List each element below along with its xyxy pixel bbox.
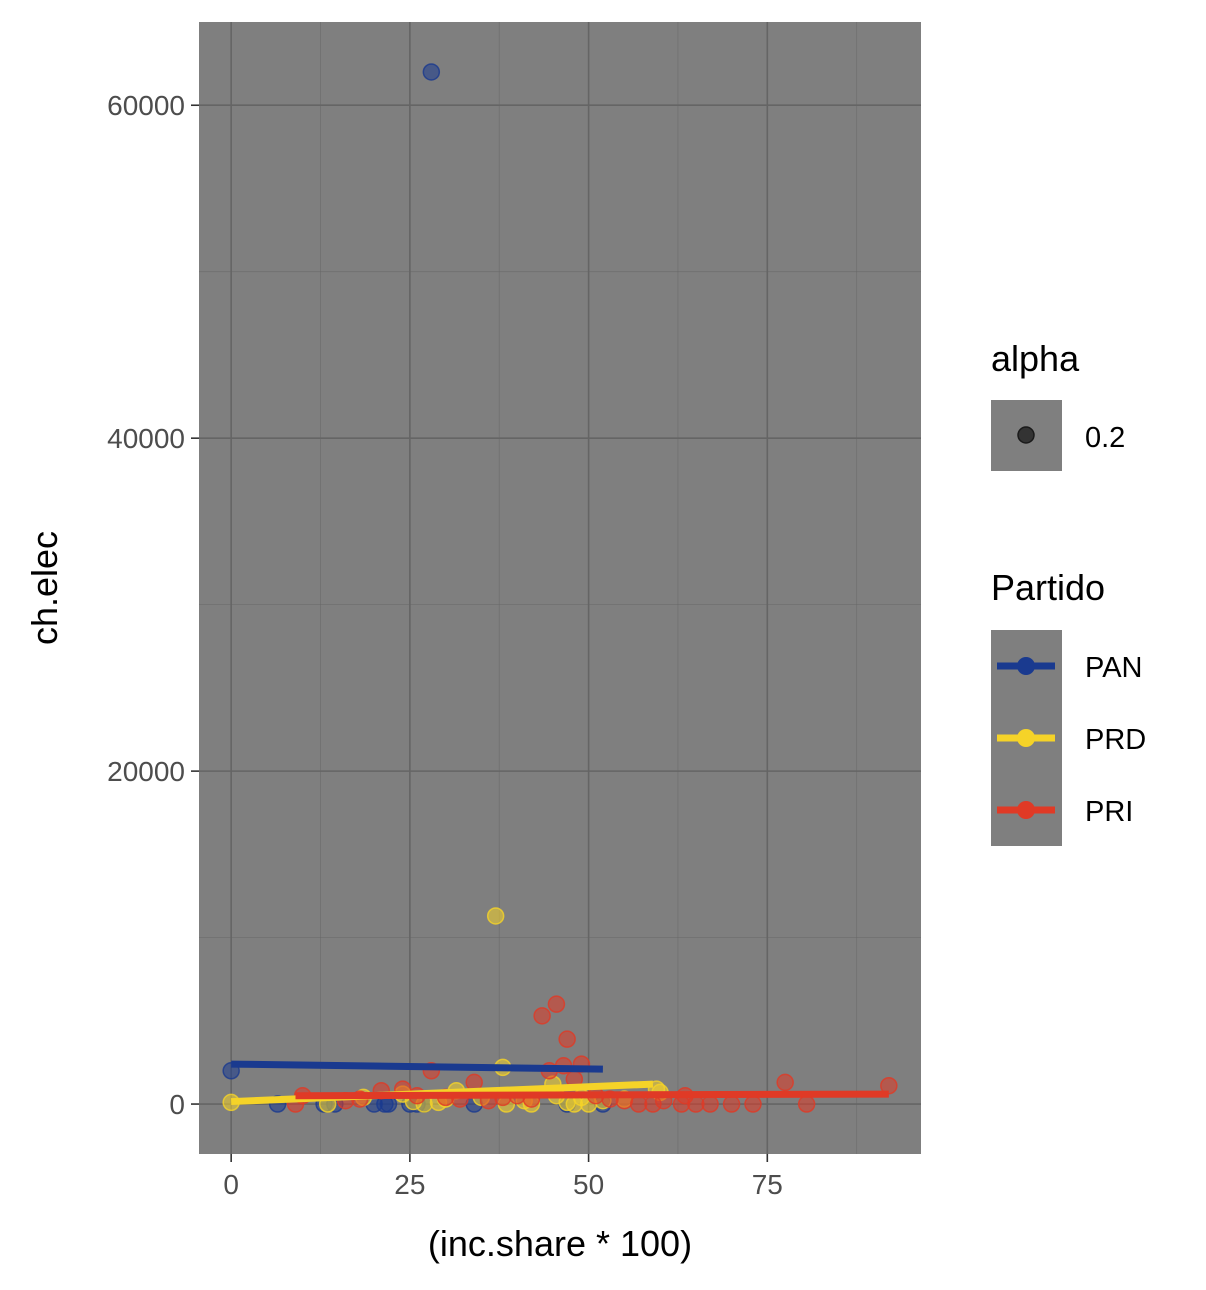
minor-grid [199,22,921,1154]
legend-point-swatch [1017,729,1035,747]
y-tick-label: 0 [169,1089,185,1120]
legend-partido: Partido PAN PRD PRI [991,567,1146,846]
x-axis-title: (inc.share * 100) [428,1223,692,1264]
legend-item-pan: PAN [997,652,1142,684]
fit-line-pan [231,1060,603,1073]
x-tick-label: 25 [394,1169,425,1200]
legend-item-label: PRD [1085,724,1146,756]
data-point [797,1095,816,1113]
legend-item-label: PAN [1085,652,1142,684]
x-tick-label: 50 [573,1169,604,1200]
y-tick-label: 40000 [107,423,185,454]
data-point [558,1030,576,1048]
legend-point-swatch [1017,657,1035,675]
legend-alpha-label: 0.2 [1085,422,1125,454]
plot-panel [199,22,921,1154]
x-tick-label: 75 [752,1169,783,1200]
data-point [776,1073,794,1092]
fit-lines-layer [231,1060,889,1106]
legend-item-prd: PRD [997,724,1146,756]
data-point [744,1095,762,1113]
y-tick-label: 20000 [107,756,185,787]
x-axis: 0 25 50 75 [223,1154,783,1200]
y-tick-label: 60000 [107,90,185,121]
legend-alpha: alpha 0.2 [991,338,1125,471]
data-point [701,1095,719,1113]
legend-partido-title: Partido [991,567,1105,608]
legend-alpha-point [1017,426,1035,444]
data-point [722,1095,741,1113]
data-point [486,907,505,925]
legend-point-swatch [1017,801,1035,819]
fit-line-pri [295,1090,889,1100]
data-point [422,63,441,81]
x-tick-label: 0 [223,1169,239,1200]
legend-item-pri: PRI [997,796,1133,828]
legend-alpha-title: alpha [991,338,1080,379]
data-point [880,1076,898,1095]
legend-item-label: PRI [1085,796,1133,828]
y-axis: 0 20000 40000 60000 [107,90,199,1120]
data-point [533,1007,551,1025]
data-point [547,995,566,1013]
legend-partido-items: PAN PRD PRI [997,652,1146,828]
y-axis-title: ch.elec [24,531,65,645]
